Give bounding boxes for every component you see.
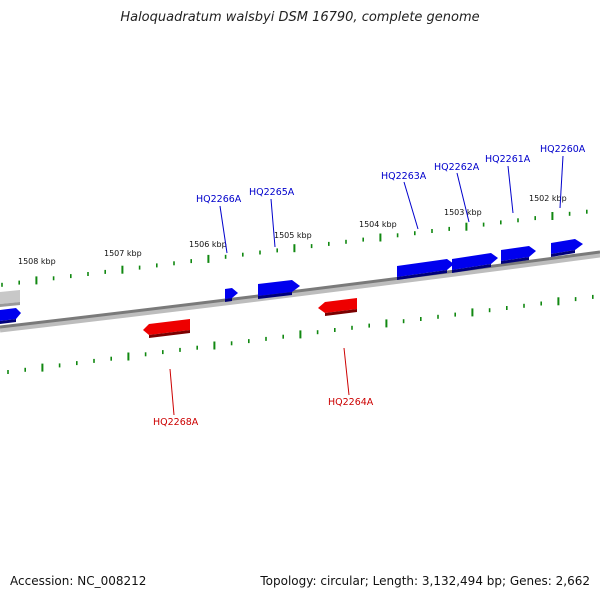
gene-feature-partial-gray[interactable] [0, 290, 20, 307]
accession-text: Accession: NC_008212 [10, 574, 147, 588]
inner-scale-ticks [7, 294, 594, 374]
gene-feature-hq2262a[interactable] [452, 253, 498, 273]
forward-gene-leaders [219, 155, 564, 254]
scale-label: 1502 kbp [529, 194, 567, 203]
genome-title: Haloquadratum walsbyi DSM 16790, complet… [120, 10, 480, 25]
gene-feature-hq2266a[interactable] [225, 288, 238, 302]
gene-label-hq2264a[interactable]: HQ2264A [328, 397, 374, 408]
gene-label-hq2260a[interactable]: HQ2260A [540, 144, 586, 155]
scale-label: 1504 kbp [359, 220, 397, 229]
gene-label-hq2262a[interactable]: HQ2262A [434, 162, 480, 173]
gene-feature-hq2260a[interactable] [551, 239, 583, 257]
scale-label: 1507 kbp [104, 249, 142, 258]
gene-feature-hq2263a[interactable] [397, 259, 454, 280]
gene-label-hq2263a[interactable]: HQ2263A [381, 171, 427, 182]
gene-feature-hq2268a[interactable] [143, 319, 190, 338]
gene-label-hq2266a[interactable]: HQ2266A [196, 194, 242, 205]
reverse-gene-leaders [169, 347, 350, 416]
scale-label: 1503 kbp [444, 208, 482, 217]
gene-label-hq2261a[interactable]: HQ2261A [485, 154, 531, 165]
gene-feature-hq2264a[interactable] [318, 298, 357, 316]
genome-backbone [0, 250, 600, 329]
gene-feature-partial-blue[interactable] [0, 308, 21, 324]
scale-label: 1508 kbp [18, 257, 56, 266]
forward-gene-labels: HQ2266A HQ2265A HQ2263A HQ2262A HQ2261A … [196, 144, 586, 205]
gene-label-hq2265a[interactable]: HQ2265A [249, 187, 295, 198]
scale-labels: 1508 kbp 1507 kbp 1506 kbp 1505 kbp 1504… [18, 194, 567, 266]
gene-feature-hq2261a[interactable] [501, 246, 536, 264]
gene-feature-hq2265a[interactable] [258, 280, 300, 299]
scale-label: 1505 kbp [274, 231, 312, 240]
reverse-gene-labels: HQ2268A HQ2264A [153, 397, 374, 428]
outer-scale-ticks [1, 209, 588, 287]
scale-label: 1506 kbp [189, 240, 227, 249]
gene-label-hq2268a[interactable]: HQ2268A [153, 417, 199, 428]
genome-backbone-shadow [0, 252, 600, 333]
genome-summary-text: Topology: circular; Length: 3,132,494 bp… [260, 574, 590, 588]
